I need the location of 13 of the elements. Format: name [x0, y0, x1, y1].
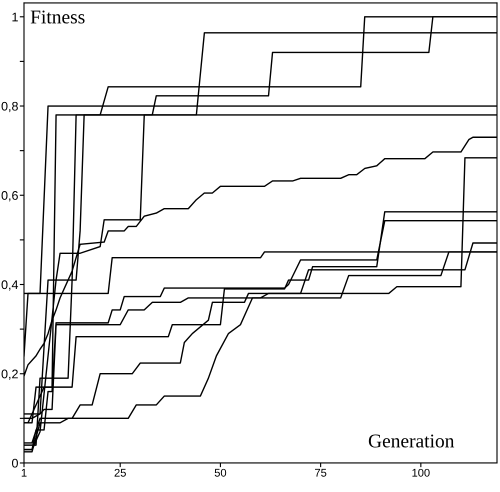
y-tick-label: 0,2: [2, 370, 18, 380]
x-tick-label: 100: [412, 468, 430, 477]
y-tick-label: 0,8: [2, 102, 18, 112]
y-axis-title: Fitness: [30, 10, 85, 24]
x-tick-label: 75: [315, 468, 326, 477]
y-tick-label: 0,4: [2, 280, 18, 291]
y-tick-label: 1: [12, 12, 18, 22]
y-tick-label: 0: [12, 458, 18, 468]
x-axis-title: Generation: [368, 434, 454, 448]
x-tick-label: 1: [22, 468, 27, 477]
x-tick-label: 50: [214, 468, 226, 477]
x-tick-label: 25: [114, 468, 126, 477]
y-tick-label: 0,6: [2, 191, 18, 202]
